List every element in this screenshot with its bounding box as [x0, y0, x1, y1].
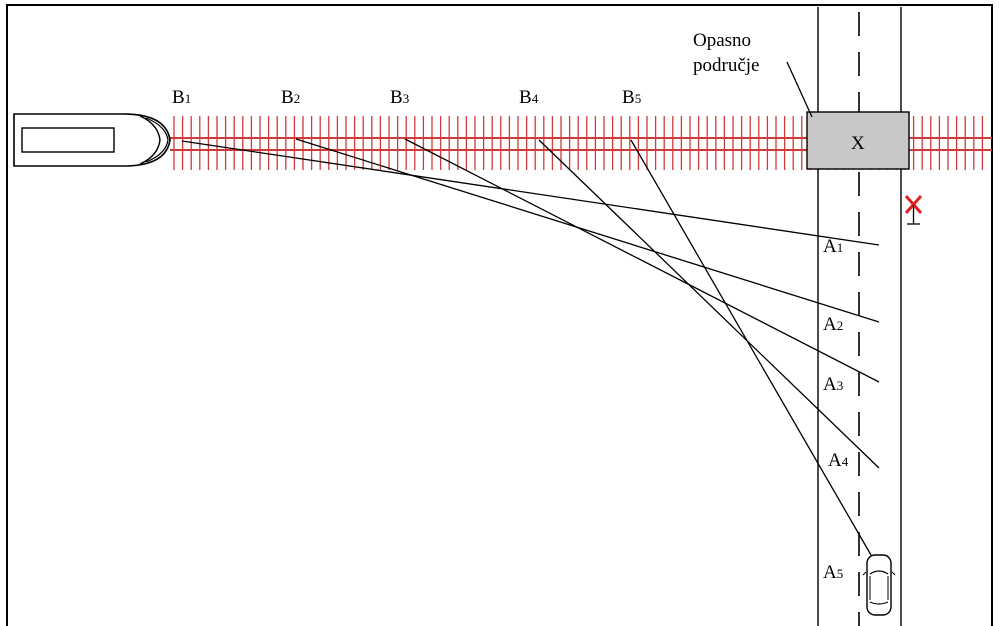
label-a3: A3 [823, 374, 843, 395]
label-b3: B3 [390, 87, 409, 108]
danger-zone-label-line-2: područje [693, 55, 759, 76]
sight-line-2 [295, 138, 880, 323]
label-a1: A1 [823, 236, 843, 257]
train-icon [13, 113, 171, 167]
sight-line-3 [404, 138, 880, 383]
sight-line-4 [538, 139, 880, 469]
vehicle-position-labels: A1 A2 A3 A4 A5 [823, 236, 849, 583]
danger-zone [806, 111, 910, 170]
danger-zone-pointer [786, 61, 813, 118]
train-position-labels: B1 B2 B3 B4 B5 [172, 87, 641, 108]
danger-zone-label-line-1: Opasno [693, 30, 751, 51]
crossing-signal-icon [904, 195, 923, 225]
label-b4: B4 [519, 87, 539, 108]
label-b1: B1 [172, 87, 191, 108]
car-icon [862, 554, 896, 616]
label-b2: B2 [281, 87, 300, 108]
crossing-point-label: X [851, 133, 865, 154]
sight-line-1 [181, 140, 880, 246]
label-a2: A2 [823, 314, 843, 335]
label-b5: B5 [622, 87, 641, 108]
label-a5: A5 [823, 562, 843, 583]
label-a4: A4 [828, 450, 849, 471]
figure-frame [6, 4, 993, 626]
sight-lines [181, 138, 880, 556]
sight-line-5 [630, 139, 872, 556]
